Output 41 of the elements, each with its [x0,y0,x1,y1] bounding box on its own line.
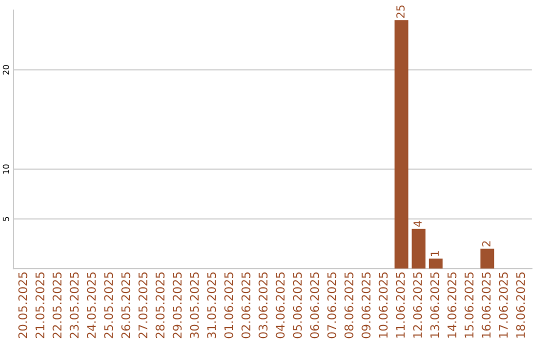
x-tick-label: 10.06.2025 [378,272,388,338]
x-tick-label: 26.05.2025 [121,272,130,338]
data-label: 2 [482,241,490,246]
x-tick-label: 18.06.2025 [516,272,526,338]
x-tick-label: 30.05.2025 [190,272,199,338]
x-tick-label: 29.05.2025 [172,272,182,338]
x-tick-label: 01.06.2025 [224,272,234,338]
x-tick-label: 09.06.2025 [362,272,371,338]
x-tick-label: 20.05.2025 [18,272,28,338]
x-tick-label: 05.06.2025 [292,272,302,338]
x-tick-label: 08.06.2025 [344,272,354,338]
x-tick-label: 17.06.2025 [498,272,508,338]
x-tick-label: 24.05.2025 [86,272,96,338]
bar [480,248,494,269]
x-tick-label: 23.05.2025 [70,272,79,338]
x-tick-label: 12.06.2025 [413,272,422,338]
y-tick-label: 10 [2,164,10,174]
data-label: 4 [414,220,422,227]
x-tick-label: 21.05.2025 [35,272,44,338]
x-tick-label: 15.06.2025 [464,272,474,338]
x-tick-label: 22.05.2025 [52,272,62,338]
data-label: 25 [396,5,405,18]
bar [428,258,443,269]
x-tick-label: 06.06.2025 [310,272,320,338]
data-label: 1 [430,251,439,256]
x-tick-label: 11.06.2025 [396,272,405,338]
x-tick-label: 03.06.2025 [258,272,268,338]
x-tick-label: 31.05.2025 [207,272,216,338]
x-tick-label: 25.05.2025 [104,272,114,338]
y-tick-label: 20 [2,65,10,75]
x-tick-label: 02.06.2025 [241,272,250,338]
bar [412,228,426,269]
x-tick-label: 14.06.2025 [447,272,456,338]
bar [394,20,408,269]
y-tick-label: 5 [2,216,10,221]
x-tick-label: 16.06.2025 [482,272,491,338]
x-tick-label: 27.05.2025 [138,272,148,338]
x-tick-label: 28.05.2025 [156,272,165,338]
x-tick-label: 04.06.2025 [276,272,285,338]
x-tick-label: 07.06.2025 [327,272,336,338]
x-tick-label: 13.06.2025 [430,272,440,338]
